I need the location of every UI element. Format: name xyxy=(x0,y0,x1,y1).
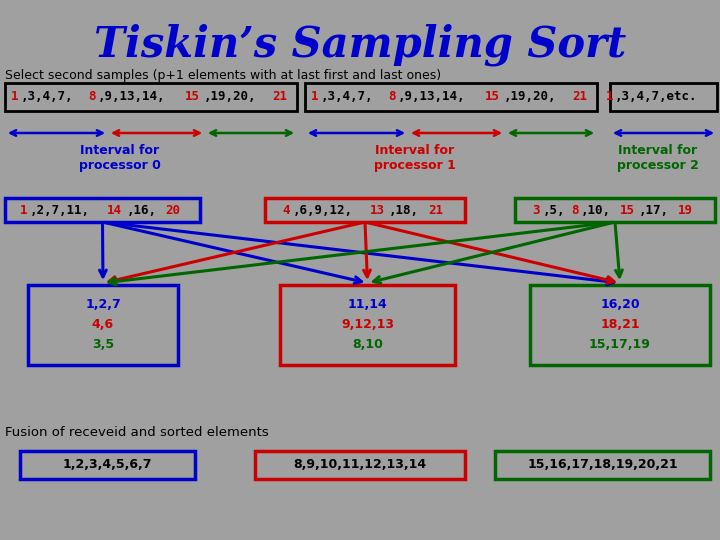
Text: 1: 1 xyxy=(310,91,318,104)
Bar xyxy=(280,285,455,365)
Bar xyxy=(265,198,465,222)
Bar xyxy=(495,451,710,479)
Bar xyxy=(28,285,178,365)
Text: ,19,20,: ,19,20, xyxy=(504,91,557,104)
Bar xyxy=(515,198,715,222)
Text: 4,6: 4,6 xyxy=(92,319,114,332)
Text: 9,12,13: 9,12,13 xyxy=(341,319,394,332)
Text: 1,2,3,4,5,6,7: 1,2,3,4,5,6,7 xyxy=(63,458,152,471)
Text: ,16,: ,16, xyxy=(127,204,157,217)
Text: 8,10: 8,10 xyxy=(352,339,383,352)
Text: 13: 13 xyxy=(370,204,384,217)
Text: 19: 19 xyxy=(678,204,693,217)
Text: ,19,20,: ,19,20, xyxy=(204,91,257,104)
Text: 3,5: 3,5 xyxy=(92,339,114,352)
Text: ,2,7,11,: ,2,7,11, xyxy=(30,204,90,217)
Text: 20: 20 xyxy=(166,204,181,217)
Text: 15,17,19: 15,17,19 xyxy=(589,339,651,352)
Text: ,9,13,14,: ,9,13,14, xyxy=(98,91,166,104)
Bar xyxy=(5,198,200,222)
Text: ,10,: ,10, xyxy=(581,204,611,217)
Text: ,18,: ,18, xyxy=(390,204,419,217)
Text: 11,14: 11,14 xyxy=(348,299,387,312)
Text: 16,20: 16,20 xyxy=(600,299,640,312)
Text: ,3,4,7,: ,3,4,7, xyxy=(20,91,73,104)
Text: Interval for
processor 1: Interval for processor 1 xyxy=(374,144,456,172)
Bar xyxy=(5,83,297,111)
Text: 21: 21 xyxy=(428,204,443,217)
Bar xyxy=(255,451,465,479)
Text: ,9,13,14,: ,9,13,14, xyxy=(397,91,465,104)
Text: 1,2,7: 1,2,7 xyxy=(85,299,121,312)
Bar xyxy=(530,285,710,365)
Bar xyxy=(610,83,717,111)
Text: Interval for
processor 0: Interval for processor 0 xyxy=(79,144,161,172)
Text: ,3,4,7,: ,3,4,7, xyxy=(320,91,373,104)
Text: 8,9,10,11,12,13,14: 8,9,10,11,12,13,14 xyxy=(294,458,426,471)
Text: 15: 15 xyxy=(485,91,500,104)
Text: ,6,9,12,: ,6,9,12, xyxy=(292,204,352,217)
Text: 8: 8 xyxy=(572,204,579,217)
Text: 8: 8 xyxy=(88,91,96,104)
Text: Tiskin’s Sampling Sort: Tiskin’s Sampling Sort xyxy=(94,24,626,66)
Text: 14: 14 xyxy=(107,204,122,217)
Text: 1: 1 xyxy=(20,204,28,217)
Text: Interval for
processor 2: Interval for processor 2 xyxy=(617,144,699,172)
Text: 18,21: 18,21 xyxy=(600,319,640,332)
Text: Fusion of receveid and sorted elements: Fusion of receveid and sorted elements xyxy=(5,426,269,438)
Text: 15,16,17,18,19,20,21: 15,16,17,18,19,20,21 xyxy=(527,458,678,471)
Text: 21: 21 xyxy=(572,91,587,104)
Text: 1: 1 xyxy=(11,91,18,104)
Text: 21: 21 xyxy=(272,91,287,104)
Bar xyxy=(305,83,597,111)
Text: 4: 4 xyxy=(283,204,290,217)
Text: 15: 15 xyxy=(185,91,200,104)
Text: 3: 3 xyxy=(533,204,540,217)
Text: ,3,4,7,etc.: ,3,4,7,etc. xyxy=(615,91,698,104)
Text: 8: 8 xyxy=(388,91,395,104)
Text: ,5,: ,5, xyxy=(542,204,565,217)
Text: Select second samples (p+1 elements with at last first and last ones): Select second samples (p+1 elements with… xyxy=(5,70,441,83)
Text: 1: 1 xyxy=(606,91,613,104)
Text: 15: 15 xyxy=(620,204,635,217)
Text: ,17,: ,17, xyxy=(639,204,669,217)
Bar xyxy=(20,451,195,479)
